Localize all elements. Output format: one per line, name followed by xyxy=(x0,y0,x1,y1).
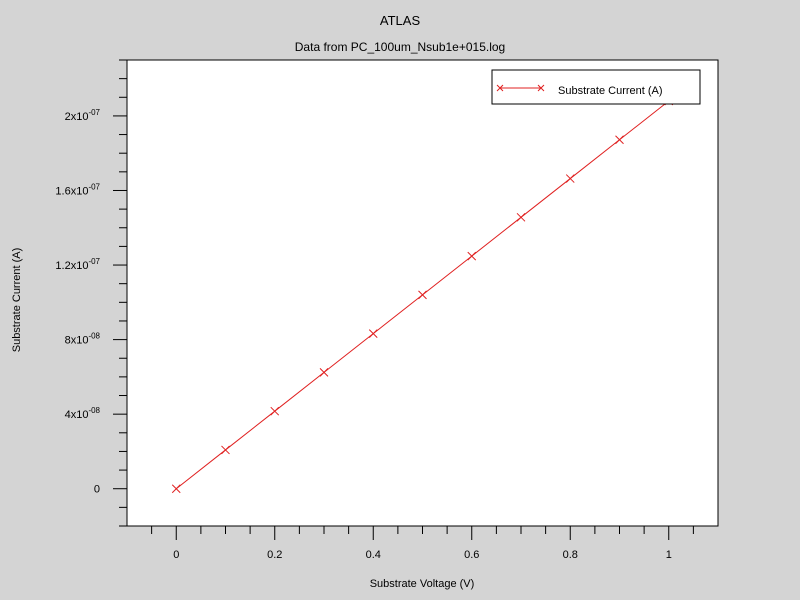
data-point xyxy=(319,368,329,377)
y-axis-label: Substrate Current (A) xyxy=(11,248,23,353)
legend-marker-end xyxy=(537,84,545,92)
data-point xyxy=(270,406,280,416)
y-tick-label: 2x10-07 xyxy=(65,108,101,123)
data-point xyxy=(368,329,378,338)
legend: Substrate Current (A) xyxy=(491,69,701,105)
y-tick-label: 0 xyxy=(94,484,100,496)
y-tick-label: 1.6x10-07 xyxy=(55,182,100,197)
legend-label: Substrate Current (A) xyxy=(558,85,663,97)
x-axis-label: Substrate Voltage (V) xyxy=(370,578,475,590)
chart-subtitle: Data from PC_100um_Nsub1e+015.log xyxy=(295,40,505,54)
y-tick-label: 4x10-08 xyxy=(65,406,101,421)
plot-area xyxy=(126,59,719,527)
x-tick-label: 0.4 xyxy=(366,549,381,561)
data-point xyxy=(171,484,181,494)
y-axis: 0 4x10-08 8x10-08 1.2x10-07 1.6x10-07 2x10-07 xyxy=(55,59,127,527)
chart-title: ATLAS xyxy=(380,13,421,28)
legend-marker-start xyxy=(496,84,504,92)
x-tick-label: 0 xyxy=(173,549,179,561)
legend-box xyxy=(491,69,701,105)
x-tick-label: 1 xyxy=(666,549,672,561)
data-point xyxy=(516,212,526,222)
x-axis: 0 0.2 0.4 0.6 0.8 1 xyxy=(151,526,694,561)
x-tick-label: 0.8 xyxy=(563,549,578,561)
data-point xyxy=(221,445,230,455)
y-tick-label: 1.2x10-07 xyxy=(55,257,100,272)
data-point xyxy=(615,135,624,145)
y-tick-label: 8x10-08 xyxy=(65,332,101,347)
x-tick-label: 0.2 xyxy=(267,549,282,561)
data-point xyxy=(565,174,575,183)
data-point xyxy=(467,251,477,261)
x-tick-label: 0.6 xyxy=(464,549,479,561)
data-point xyxy=(418,290,427,300)
